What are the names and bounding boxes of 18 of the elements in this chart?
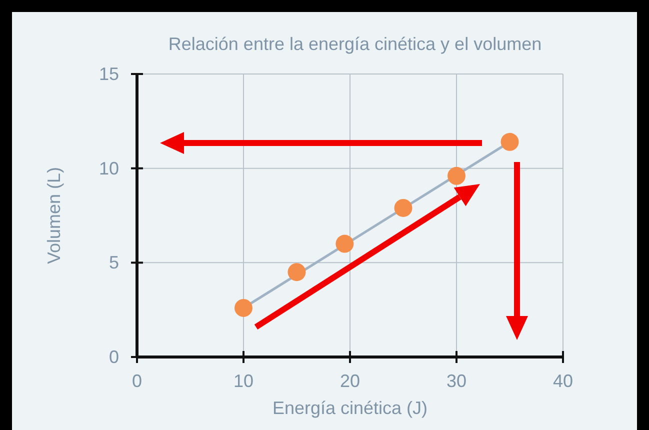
point [500,132,519,151]
x-tick-label: 30 [446,371,467,391]
x-tick-label: 20 [340,371,360,391]
y-tick-label: 10 [98,158,119,178]
x-tick-label: 40 [552,371,574,391]
y-tick-label: 15 [98,64,119,84]
x-tick-label: 10 [233,371,254,391]
x-axis-title: Energía cinética (J) [272,398,428,418]
chart-title: Relación entre la energía cinética y el volumen [168,34,542,54]
y-tick-label: 5 [108,252,119,273]
point [394,198,412,217]
y-tick-label: 0 [108,347,119,367]
point [288,263,306,282]
point [336,234,354,253]
x-tick-label: 0 [132,371,142,391]
point [234,298,252,317]
point [448,166,466,185]
y-axis-title: Volumen (L) [44,166,64,264]
